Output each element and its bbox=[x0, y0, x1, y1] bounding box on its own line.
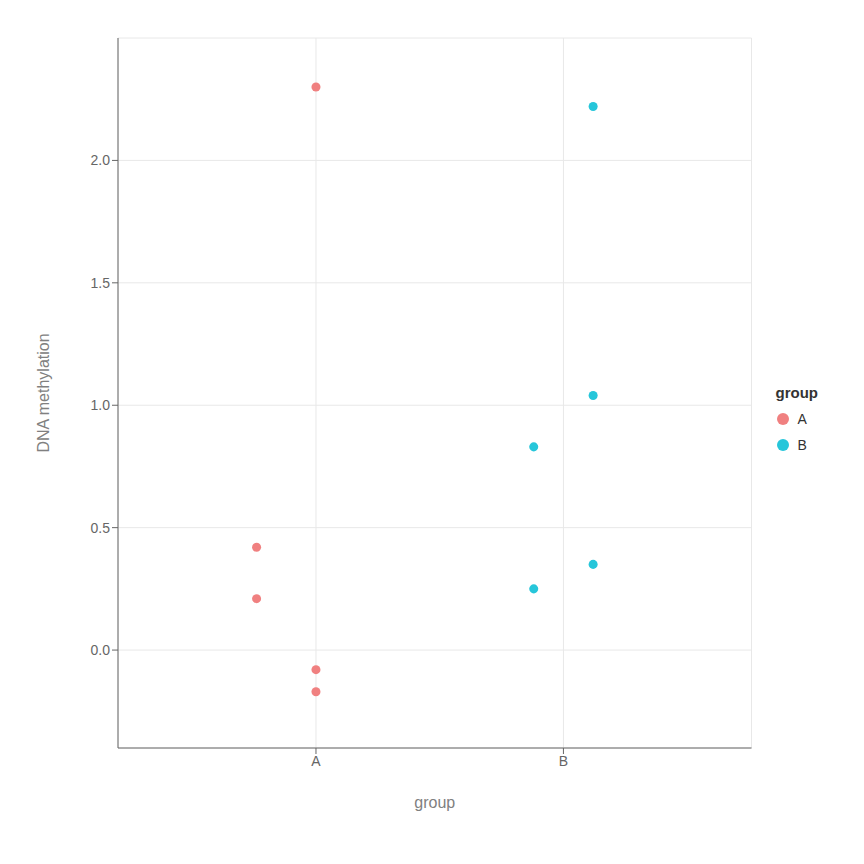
svg-text:B: B bbox=[559, 753, 568, 769]
html-text:group: group bbox=[775, 383, 818, 401]
svg-text:0.5: 0.5 bbox=[91, 520, 111, 536]
svg-text:0.0: 0.0 bbox=[91, 642, 111, 658]
svg-text:A: A bbox=[311, 753, 321, 769]
html-text:B: B bbox=[797, 436, 807, 453]
svg-text:DNA methylation: DNA methylation bbox=[35, 333, 52, 452]
svg-text:1.5: 1.5 bbox=[91, 275, 111, 291]
html-text:A: A bbox=[797, 410, 807, 427]
svg-text:2.0: 2.0 bbox=[91, 152, 111, 168]
svg-text:group: group bbox=[414, 794, 455, 811]
svg-text:1.0: 1.0 bbox=[91, 397, 111, 413]
